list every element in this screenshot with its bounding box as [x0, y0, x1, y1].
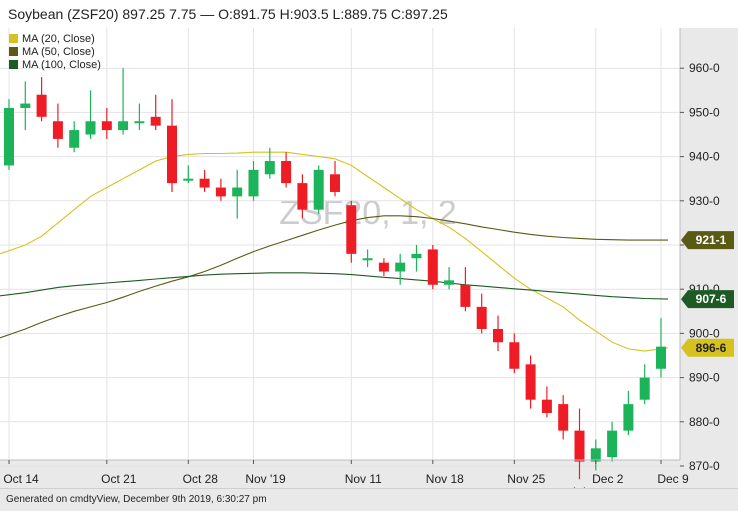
candle-body [248, 169, 259, 197]
ma-end-label: 907-6 [696, 292, 727, 306]
candle-body [574, 430, 585, 462]
x-tick-label: Nov 18 [426, 472, 464, 486]
candle-body [395, 262, 406, 272]
x-tick-label: Nov 11 [345, 472, 382, 486]
ma-end-label-bg [681, 231, 734, 250]
candle-body [232, 187, 243, 197]
y-tick-label: 870-0 [689, 459, 720, 473]
y-tick-label: 950-0 [689, 105, 720, 119]
candle-body [330, 174, 340, 192]
candle-body [215, 187, 226, 197]
candle-body [36, 94, 47, 117]
ma-line-0 [0, 151, 669, 352]
candle-body [4, 107, 14, 166]
candle-body [427, 249, 438, 285]
ma-line-2 [0, 272, 669, 300]
candlestick-chart[interactable]: ZSF20, 1, 2 960-0950-0940-0930-0920-0910… [0, 28, 738, 493]
y-tick-label: 940-0 [689, 150, 720, 164]
candle-body [656, 346, 666, 369]
candle-body [264, 161, 275, 175]
chart-title: Soybean (ZSF20) 897.25 7.75 — O:891.75 H… [8, 6, 448, 22]
candle-body [541, 399, 552, 413]
candle-body [525, 364, 536, 400]
candle-body [378, 262, 389, 272]
candle-body [281, 161, 292, 184]
footer: Generated on cmdtyView, December 9th 201… [0, 488, 738, 511]
candle-body [69, 130, 80, 148]
candle-body [167, 125, 177, 184]
legend-label: MA (100, Close) [22, 59, 101, 71]
candle-body [346, 205, 357, 254]
grid-lines [0, 28, 680, 467]
footer-generated: Generated on cmdtyView, December 9th 201… [6, 494, 267, 505]
ma-end-label-bg [681, 290, 734, 309]
x-tick-label: Dec 9 [657, 472, 689, 486]
ma-end-label: 896-6 [696, 341, 727, 355]
y-tick-label: 880-0 [689, 415, 720, 429]
candle-body [20, 103, 31, 108]
candle-body [313, 169, 324, 210]
candles [4, 68, 666, 480]
candle-body [183, 178, 194, 181]
candle-body [411, 253, 422, 259]
x-axis: Oct 14 Oct 21 Oct 28 Nov '19 Nov 11 Nov 18 Nov… [0, 459, 689, 486]
candle-body [134, 121, 145, 124]
candle-body [101, 121, 112, 131]
x-tick-label: Nov '19 [245, 472, 286, 486]
y-tick-label: 930-0 [689, 194, 720, 208]
candle-body [590, 448, 601, 462]
candle-body [150, 116, 161, 126]
ma-end-label-bg [681, 338, 734, 357]
candle-body [607, 430, 618, 458]
candle-body [52, 121, 63, 139]
x-tick-label: Nov 25 [507, 472, 545, 486]
candle-body [509, 342, 520, 369]
legend-swatch [9, 60, 18, 69]
candle-body [476, 306, 487, 329]
y-tick-label: 960-0 [689, 61, 720, 75]
candle-body [85, 121, 96, 135]
ma-end-labels: 896-6 921-1 907-6 [681, 231, 734, 357]
chart-area[interactable]: ZSF20, 1, 2 960-0950-0940-0930-0920-0910… [0, 28, 738, 493]
y-tick-label: 900-0 [689, 326, 720, 340]
legend-label: MA (20, Close) [22, 33, 95, 45]
legend-label: MA (50, Close) [22, 46, 95, 58]
title-bar: Soybean (ZSF20) 897.25 7.75 — O:891.75 H… [0, 0, 738, 29]
candle-body [297, 183, 308, 210]
candle-body [493, 328, 503, 343]
candle-body [623, 404, 634, 431]
y-tick-label: 890-0 [689, 371, 720, 385]
legend: MA (20, Close)MA (50, Close)MA (100, Clo… [9, 33, 101, 71]
candle-body [118, 121, 129, 131]
x-tick-label: Oct 21 [101, 472, 137, 486]
legend-swatch [9, 47, 18, 56]
x-tick-label: Oct 28 [183, 472, 219, 486]
moving-average-lines [0, 151, 669, 352]
candle-body [199, 178, 210, 188]
candle-body [460, 284, 471, 307]
candle-body [444, 280, 455, 285]
x-tick-label: Dec 2 [592, 472, 624, 486]
x-tick-label: Oct 14 [3, 472, 39, 486]
ma-end-label: 921-1 [696, 233, 727, 247]
ma-line-1 [0, 215, 668, 339]
plot-area [0, 28, 680, 460]
candle-body [639, 377, 650, 400]
legend-swatch [9, 34, 18, 43]
candle-body [362, 258, 373, 261]
candle-body [558, 404, 569, 431]
